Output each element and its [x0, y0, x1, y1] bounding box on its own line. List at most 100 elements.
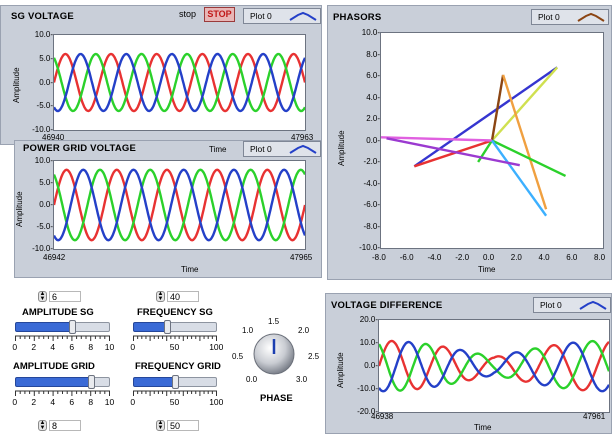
grid-plot-legend[interactable]: Plot 0: [243, 141, 321, 157]
phasor-chart: [380, 66, 567, 217]
slider-thumb[interactable]: [69, 320, 76, 334]
stop-label: stop: [179, 9, 197, 19]
phase-knob[interactable]: 0.0 0.5 1.0 1.5 2.0 2.5 3.0 PHASE: [232, 314, 326, 414]
y-tick-label: -10.0-: [32, 244, 53, 253]
phasor-line-4: [413, 139, 493, 168]
slider-thumb[interactable]: [172, 375, 179, 389]
legend-line-icon: [289, 11, 317, 21]
diff-x-end: 47961: [583, 412, 606, 421]
y-tick-label: 0.0-: [364, 361, 378, 370]
diff-x-start: 46938: [371, 412, 394, 421]
y-tick-label: -5.0-: [36, 222, 53, 231]
slider-scale-label: 2: [31, 342, 37, 352]
diff-chart: [377, 339, 611, 393]
grid-xlabel: Time: [181, 265, 199, 274]
y-tick-label: -10.0-: [359, 243, 380, 252]
y-tick-label: 5.0-: [39, 53, 53, 63]
legend-line-icon: [577, 12, 605, 22]
phase-scale-3.0: 3.0: [296, 375, 308, 384]
phasor-legend-label: Plot 0: [538, 12, 560, 22]
slider-scale: [15, 390, 110, 396]
y-tick-label: -20.0-: [357, 407, 378, 416]
amplitude-grid-numeric[interactable]: ▲ ▼ 8: [38, 419, 81, 431]
slider-thumb[interactable]: [163, 320, 171, 334]
frequency-grid-slider[interactable]: 0 50 100: [130, 375, 223, 407]
sg-x-end: 47963: [291, 133, 314, 142]
amplitude-sg-numeric[interactable]: ▲ ▼ 6: [38, 290, 81, 302]
phase-scale-2.5: 2.5: [308, 352, 320, 361]
phasor-line-3: [501, 74, 548, 210]
y-tick-label: 0.0-: [366, 135, 380, 145]
stop-button[interactable]: STOP: [204, 7, 235, 22]
slider-scale-label: 10: [104, 397, 115, 407]
amplitude-sg-value[interactable]: 6: [49, 290, 81, 302]
amplitude-sg-slider[interactable]: 0 2 4 6 8 10: [12, 320, 114, 352]
frequency-sg-slider[interactable]: 0 50 100: [130, 320, 223, 352]
sg-plot-area: [52, 34, 307, 131]
series-line-2: [52, 168, 307, 242]
slider-track[interactable]: [72, 322, 110, 332]
phase-title: PHASE: [260, 393, 293, 404]
slider-scale: [133, 390, 217, 396]
grid-legend-label: Plot 0: [250, 144, 272, 154]
grid-chart: [52, 168, 307, 242]
amplitude-grid-title: AMPLITUDE GRID: [13, 361, 95, 372]
slider-scale-label: 8: [88, 397, 94, 407]
sg-plot-legend[interactable]: Plot 0: [243, 8, 321, 24]
series-line-2: [52, 52, 307, 113]
slider-thumb[interactable]: [88, 375, 95, 389]
phasor-line-5: [491, 139, 567, 178]
x-tick-label: -6.0: [399, 253, 414, 262]
increment-decrement-icon[interactable]: ▲ ▼: [156, 419, 165, 431]
sg-voltage-title: SG VOLTAGE: [11, 11, 74, 22]
y-tick-label: 2.0-: [366, 114, 380, 123]
frequency-sg-value[interactable]: 40: [167, 290, 199, 302]
slider-scale-label: 100: [209, 342, 224, 352]
diff-plot-legend[interactable]: Plot 0: [533, 297, 611, 313]
frequency-grid-numeric[interactable]: ▲ ▼ 50: [156, 419, 199, 431]
grid-voltage-panel: POWER GRID VOLTAGE Time Plot 0 Amplitude…: [14, 140, 322, 278]
grid-x-end: 47965: [290, 253, 313, 262]
increment-decrement-icon[interactable]: ▲ ▼: [38, 419, 47, 431]
y-tick-label: 10.0-: [361, 28, 380, 37]
increment-decrement-icon[interactable]: ▲ ▼: [38, 290, 47, 302]
diff-legend-label: Plot 0: [540, 300, 562, 310]
x-tick-label: -4.0: [427, 253, 442, 262]
sg-legend-label: Plot 0: [250, 11, 272, 21]
frequency-grid-title: FREQUENCY GRID: [135, 361, 221, 372]
diff-ylabel: Amplitude: [336, 352, 345, 388]
amplitude-grid-value[interactable]: 8: [49, 419, 81, 431]
phasor-line-7: [380, 136, 493, 142]
frequency-sg-numeric[interactable]: ▲ ▼ 40: [156, 290, 199, 302]
phasors-panel: PHASORS Plot 0 Amplitude Time 10.0- 8.0- 6…: [327, 5, 612, 280]
series-line-2: [378, 340, 611, 393]
phase-scale-1.5: 1.5: [268, 317, 280, 326]
x-tick-label: 6.0: [566, 253, 578, 262]
slider-scale-label: 8: [88, 342, 94, 352]
amplitude-grid-slider[interactable]: 0 2 4 6 8 10: [12, 375, 114, 407]
legend-line-icon: [289, 144, 317, 154]
slider-scale-label: 0: [12, 397, 18, 407]
increment-decrement-icon[interactable]: ▲ ▼: [156, 290, 165, 302]
x-tick-label: -2.0: [455, 253, 470, 262]
y-tick-label: 10.0-: [34, 30, 53, 39]
slider-scale-label: 0: [130, 342, 136, 352]
phase-scale-0.5: 0.5: [232, 352, 244, 361]
phase-scale-1.0: 1.0: [242, 326, 254, 335]
slider-scale-label: 0: [130, 397, 136, 407]
slider-track[interactable]: [175, 377, 217, 387]
slider-scale: [15, 335, 110, 341]
slider-track[interactable]: [166, 322, 217, 332]
phase-scale-0.0: 0.0: [246, 375, 258, 384]
y-tick-label: -6.0-: [363, 200, 380, 209]
phasor-plot-legend[interactable]: Plot 0: [531, 9, 609, 25]
frequency-grid-value[interactable]: 50: [167, 419, 199, 431]
y-tick-label: 6.0-: [366, 71, 380, 80]
slider-scale-label: 10: [104, 342, 115, 352]
slider-scale-label: 50: [169, 397, 180, 407]
x-tick-label: 0.0: [483, 253, 495, 262]
voltage-diff-panel: VOLTAGE DIFFERENCE Plot 0 Amplitude 4693…: [325, 293, 612, 434]
phasor-xlabel: Time: [478, 265, 496, 274]
slider-fill: [15, 322, 72, 332]
slider-scale-label: 4: [50, 397, 56, 407]
